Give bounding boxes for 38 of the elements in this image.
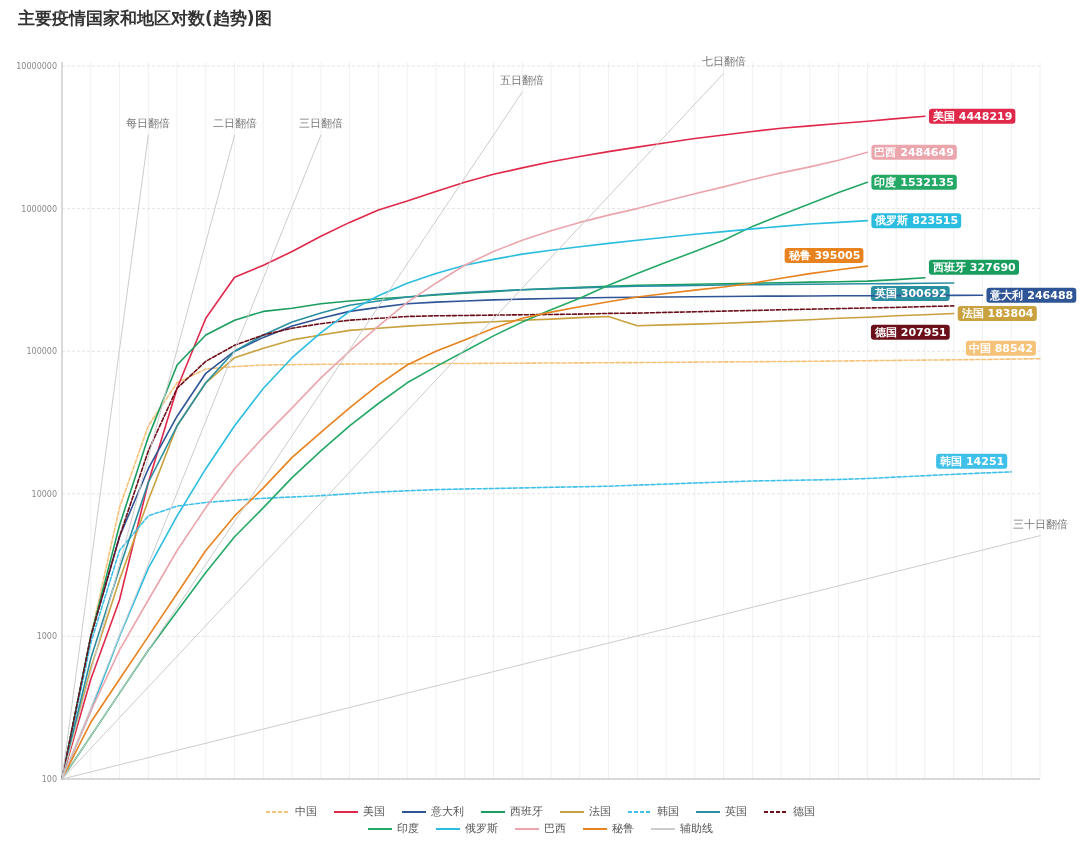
- data-label: 印度 1532135: [874, 175, 954, 189]
- data-label: 美国 4448219: [932, 109, 1013, 123]
- legend-label: 法国: [589, 804, 611, 819]
- data-label: 秘鲁 395005: [788, 249, 861, 263]
- data-label: 中国 88542: [968, 341, 1033, 355]
- guide-label: 五日翻倍: [500, 74, 545, 88]
- y-tick-label: 1000: [36, 632, 57, 642]
- data-label: 巴西 2484649: [874, 145, 954, 159]
- legend-label: 西班牙: [510, 804, 543, 819]
- data-label: 西班牙 327690: [932, 260, 1016, 274]
- legend-label: 秘鲁: [612, 821, 634, 836]
- legend-label: 俄罗斯: [465, 821, 498, 836]
- legend-label: 德国: [793, 804, 815, 819]
- guide-label: 三日翻倍: [298, 117, 343, 131]
- y-tick-label: 100: [41, 775, 57, 784]
- y-tick-label: 1000000: [21, 204, 57, 214]
- guide-label: 每日翻倍: [126, 117, 171, 131]
- legend-label: 印度: [397, 821, 419, 836]
- data-label: 韩国 14251: [940, 454, 1005, 468]
- chart-title: 主要疫情国家和地区对数(趋势)图: [17, 8, 272, 28]
- legend-label: 辅助线: [680, 821, 713, 836]
- guide-label: 七日翻倍: [701, 55, 746, 69]
- data-label: 俄罗斯 823515: [875, 214, 959, 228]
- legend-label: 巴西: [544, 821, 566, 836]
- guide-label: 二日翻倍: [212, 117, 257, 131]
- data-label: 法国 183804: [961, 307, 1034, 320]
- y-tick-label: 100000: [26, 347, 57, 357]
- data-label: 意大利 246488: [990, 288, 1074, 302]
- legend-label: 中国: [295, 804, 317, 819]
- y-tick-label: 10000: [31, 489, 57, 499]
- legend-label: 英国: [725, 804, 747, 819]
- data-label: 德国 207951: [874, 325, 947, 339]
- guide-label: 三十日翻倍: [1012, 517, 1068, 531]
- legend-label: 韩国: [657, 804, 679, 819]
- y-tick-label: 10000000: [16, 62, 57, 71]
- legend-label: 美国: [363, 804, 385, 819]
- legend-label: 意大利: [431, 804, 464, 819]
- data-label: 英国 300692: [874, 287, 947, 300]
